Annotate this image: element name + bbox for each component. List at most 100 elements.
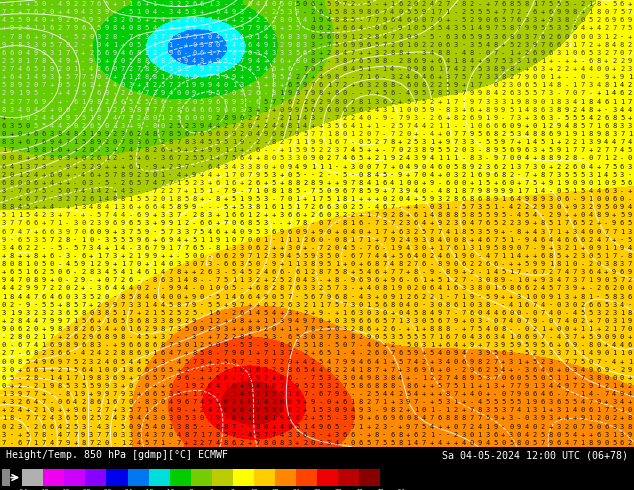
Text: 9: 9 [231,115,236,121]
Text: 0: 0 [113,359,117,365]
Text: 8: 8 [81,440,86,446]
Text: 5: 5 [580,115,585,121]
Text: +: + [160,383,165,389]
Text: 2: 2 [271,286,276,292]
Text: 1: 1 [279,204,283,210]
Text: 4: 4 [422,74,426,80]
Text: 9: 9 [97,107,101,113]
Text: 3: 3 [10,123,14,129]
Text: 2: 2 [342,367,347,373]
Text: 3: 3 [240,9,244,15]
Text: 7: 7 [509,9,514,15]
Text: +: + [374,237,378,243]
Text: 3: 3 [533,17,537,24]
Text: -: - [303,25,307,31]
Text: 7: 7 [509,407,514,414]
Text: 0: 0 [145,107,149,113]
Text: 7: 7 [49,237,54,243]
Text: 4: 4 [129,359,133,365]
Text: 0: 0 [477,391,482,397]
Text: 2: 2 [612,155,616,161]
Text: 9: 9 [129,416,133,421]
Text: 0: 0 [231,237,236,243]
Text: 1: 1 [620,228,624,235]
Text: 1: 1 [81,98,86,104]
Text: 7: 7 [231,432,236,438]
Text: +: + [49,367,54,373]
Text: 7: 7 [453,98,458,104]
Text: 5: 5 [57,188,61,194]
Text: 3: 3 [168,391,172,397]
Text: 6: 6 [287,375,292,381]
Text: 1: 1 [2,147,6,153]
Text: 8: 8 [382,58,387,64]
Text: +: + [256,302,260,308]
Text: 3: 3 [184,261,188,267]
Text: +: + [2,74,6,80]
Text: 4: 4 [136,269,141,275]
Text: 0: 0 [168,294,172,299]
Text: 3: 3 [327,123,331,129]
Text: +: + [247,286,252,292]
Text: 9: 9 [628,367,632,373]
Text: 8: 8 [224,115,228,121]
Text: 9: 9 [319,139,323,145]
Text: 6: 6 [200,1,204,7]
Text: 5: 5 [97,123,101,129]
Text: 4: 4 [168,399,172,405]
Text: 1: 1 [247,310,252,316]
Text: 8: 8 [287,188,292,194]
Text: +: + [279,147,283,153]
Text: 9: 9 [533,334,537,340]
Text: 1: 1 [231,277,236,283]
Text: 0: 0 [422,245,426,251]
Text: 0: 0 [224,407,228,414]
Text: +: + [145,42,149,48]
Bar [233,469,254,486]
Text: 6: 6 [390,432,394,438]
Text: 8: 8 [184,139,188,145]
Text: -: - [319,277,323,283]
Text: 3: 3 [477,334,482,340]
Text: 6: 6 [81,253,86,259]
Text: 0: 0 [335,237,339,243]
Text: 4: 4 [596,82,600,88]
Text: 5: 5 [256,196,260,202]
Text: 2: 2 [41,350,46,356]
Text: +: + [573,375,577,381]
Text: 0: 0 [145,9,149,15]
Text: 6: 6 [398,416,403,421]
Text: 0: 0 [34,261,38,267]
Text: 3: 3 [271,50,276,56]
Text: 9: 9 [477,33,482,40]
Text: +: + [588,432,593,438]
Text: 6: 6 [145,375,149,381]
Text: 0: 0 [398,302,403,308]
Text: -24: -24 [122,489,133,490]
Text: 5: 5 [374,302,378,308]
Text: -: - [342,74,347,80]
Text: 4: 4 [136,416,141,421]
Text: 5: 5 [612,1,616,7]
Text: 1: 1 [10,310,14,316]
Text: 4: 4 [18,74,22,80]
Text: 7: 7 [509,17,514,24]
Text: 4: 4 [604,172,609,178]
Text: 2: 2 [73,277,77,283]
Text: 7: 7 [152,107,157,113]
Text: 8: 8 [374,58,378,64]
Text: 7: 7 [287,131,292,137]
Text: 3: 3 [279,318,283,324]
Text: 6: 6 [525,286,529,292]
Text: 5: 5 [462,204,466,210]
Text: 2: 2 [430,115,434,121]
Text: 6: 6 [469,107,474,113]
Text: 4: 4 [136,440,141,446]
Text: 7: 7 [564,359,569,365]
Text: +: + [184,188,188,194]
Text: -: - [65,277,70,283]
Text: 9: 9 [604,74,609,80]
Text: 6: 6 [34,98,38,104]
Text: -: - [335,416,339,421]
Text: 6: 6 [533,9,537,15]
